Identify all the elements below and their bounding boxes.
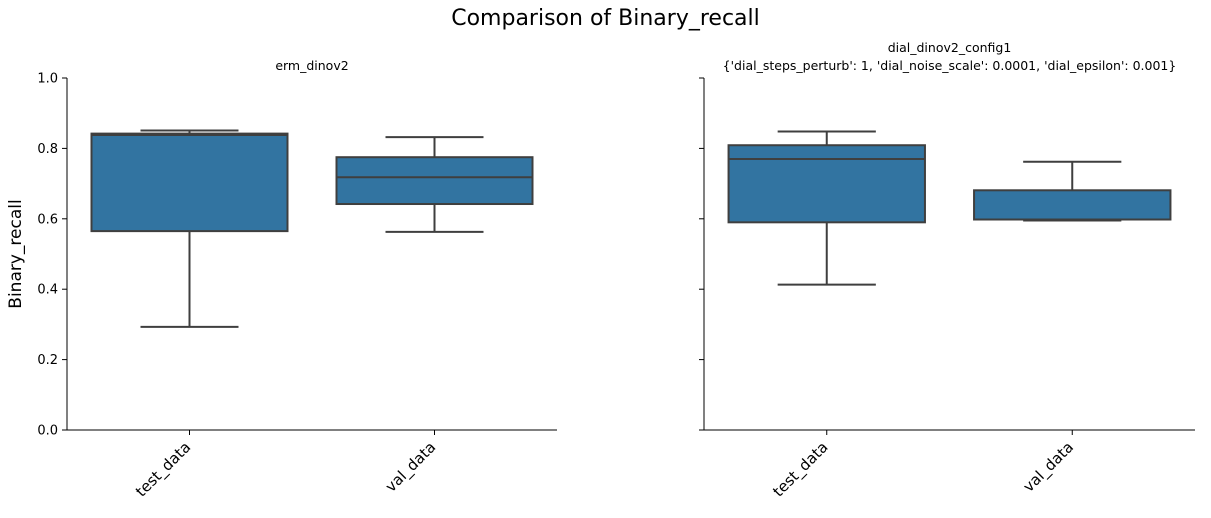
box-iqr <box>973 189 1172 221</box>
x-tick-label: test_data <box>132 438 195 501</box>
box-iqr <box>90 132 289 233</box>
box-iqr <box>727 144 926 224</box>
x-tick-label: test_data <box>769 438 832 501</box>
chart-suptitle: Comparison of Binary_recall <box>451 6 760 31</box>
y-tick-label: 0.6 <box>37 212 58 227</box>
y-tick-label: 0.4 <box>37 283 58 298</box>
x-tick-label: val_data <box>382 438 440 496</box>
x-tick-label: val_data <box>1019 438 1077 496</box>
panel-title: erm_dinov2 <box>275 58 348 73</box>
y-tick-label: 0.8 <box>37 142 58 157</box>
panel-title: dial_dinov2_config1 <box>888 40 1012 55</box>
y-tick-label: 1.0 <box>37 72 58 87</box>
box-iqr <box>335 156 534 206</box>
y-tick-label: 0.2 <box>37 353 58 368</box>
y-tick-label: 0.0 <box>37 424 58 439</box>
panel-subtitle: {'dial_steps_perturb': 1, 'dial_noise_sc… <box>723 58 1177 73</box>
y-axis-label: Binary_recall <box>6 199 26 308</box>
